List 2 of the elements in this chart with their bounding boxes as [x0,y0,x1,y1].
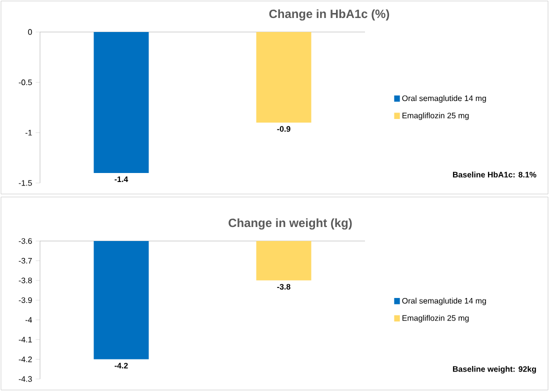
chart-title: Change in HbA1c (%) [269,9,390,20]
chart-title: Change in weight (kg) [228,218,352,230]
